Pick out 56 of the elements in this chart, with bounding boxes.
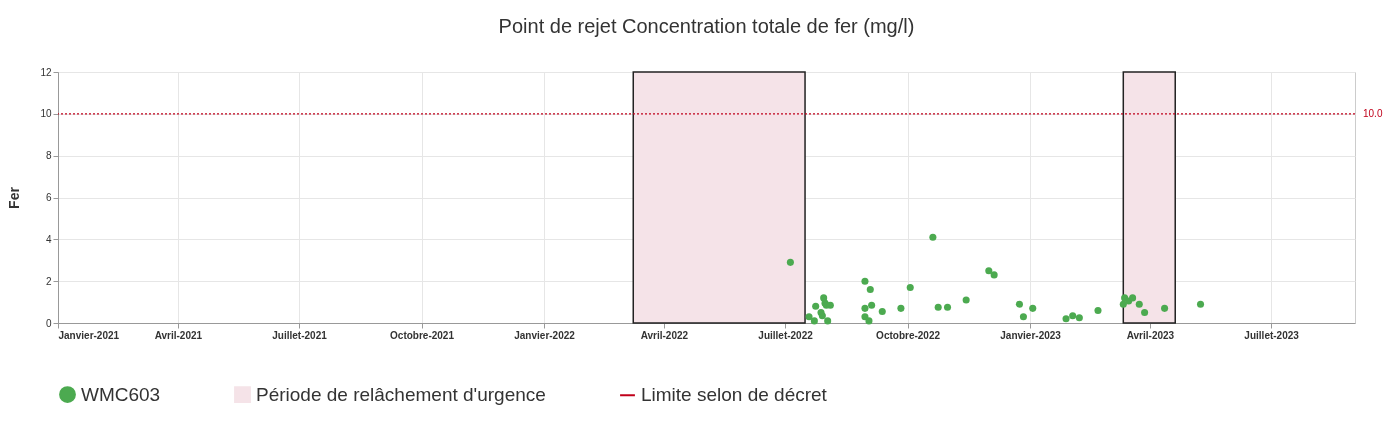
x-tick-label: Avril-2022	[640, 329, 689, 341]
point	[1075, 314, 1083, 322]
point	[906, 283, 914, 291]
point	[810, 317, 818, 325]
point	[1197, 300, 1205, 308]
point	[1019, 313, 1027, 321]
point	[985, 267, 993, 275]
x-tick-label: Janvier-2021	[58, 329, 120, 341]
point	[1135, 300, 1143, 308]
point	[1094, 306, 1102, 314]
y-tick-label: 0	[45, 317, 52, 329]
point	[934, 303, 942, 311]
point	[1015, 300, 1023, 308]
y-tick-label: 4	[45, 233, 52, 245]
y-tick-label: 8	[45, 150, 52, 162]
x-tick-label: Octobre-2021	[390, 329, 455, 341]
point	[1029, 304, 1037, 312]
y-axis-title: Fer	[6, 186, 23, 209]
point	[812, 302, 820, 310]
x-tick-label: Avril-2021	[154, 329, 203, 341]
x-tick-label: Juillet-2021	[272, 329, 328, 341]
y-tick-label: 2	[45, 275, 52, 287]
point	[962, 296, 970, 304]
text: 10.0	[1363, 107, 1383, 119]
x-tick-label: Juillet-2023	[1244, 329, 1300, 341]
point	[1129, 294, 1137, 302]
x-tick-label: Janvier-2023	[1000, 329, 1062, 341]
point	[878, 307, 886, 316]
legend-label: Limite selon de décret	[641, 384, 828, 406]
legend-label: Période de relâchement d'urgence	[256, 383, 546, 405]
y-tick-label: 10	[40, 108, 52, 120]
y-tick-label: 12	[40, 66, 52, 78]
x-tick-label: Octobre-2022	[876, 329, 941, 341]
point	[824, 317, 832, 325]
point	[786, 258, 794, 266]
point	[990, 271, 998, 279]
x-tick-label: Avril-2023	[1126, 329, 1175, 341]
point	[861, 304, 869, 312]
point	[865, 317, 873, 325]
legend-label: WMC603	[81, 383, 161, 405]
point	[805, 313, 813, 321]
x-tick-label: Janvier-2022	[514, 329, 576, 341]
point	[1062, 315, 1070, 323]
y-tick-label: 6	[45, 192, 52, 203]
point	[866, 286, 874, 294]
point	[1141, 309, 1149, 317]
point	[1119, 300, 1127, 308]
point	[929, 233, 937, 241]
point	[868, 301, 876, 309]
point	[943, 303, 952, 311]
point	[1069, 312, 1077, 320]
point	[897, 304, 905, 312]
point	[861, 277, 869, 285]
chart-title: Point de rejet Concentration totale de fer (mg/l)	[498, 15, 915, 37]
point	[1161, 304, 1169, 312]
x-tick-label: Juillet-2022	[758, 329, 814, 341]
